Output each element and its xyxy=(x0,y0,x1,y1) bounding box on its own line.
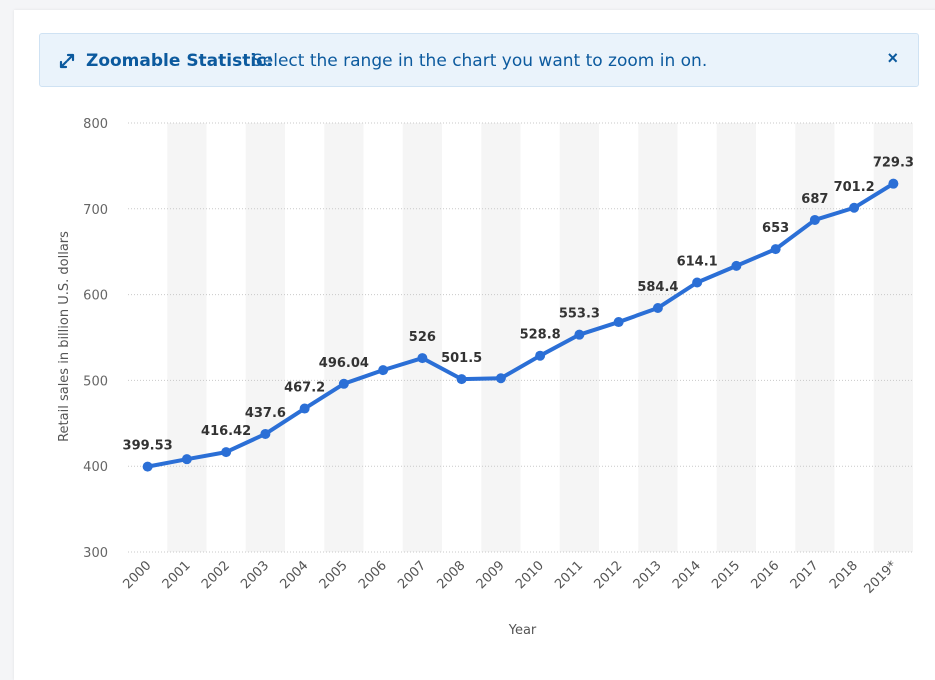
x-tick-label: 2008 xyxy=(434,558,468,592)
y-axis-title: Retail sales in billion U.S. dollars xyxy=(57,231,72,442)
column-band xyxy=(716,123,756,552)
x-tick-label: 2000 xyxy=(120,558,154,592)
x-tick-label: 2017 xyxy=(788,558,822,592)
y-tick-label: 300 xyxy=(83,546,108,561)
data-label: 399.53 xyxy=(123,439,173,454)
column-band xyxy=(402,123,442,552)
x-axis-title: Year xyxy=(508,623,537,638)
column-band xyxy=(324,123,364,552)
data-label: 687 xyxy=(801,192,828,207)
column-band xyxy=(873,123,913,552)
data-label: 729.3 xyxy=(873,156,914,171)
x-tick-label: 2013 xyxy=(631,558,665,592)
data-point xyxy=(299,403,310,414)
data-point xyxy=(181,454,192,465)
data-point xyxy=(535,350,546,361)
y-tick-label: 700 xyxy=(83,203,108,218)
series-line xyxy=(145,181,896,469)
y-tick-label: 400 xyxy=(83,460,108,475)
x-tick-label: 2003 xyxy=(238,558,272,592)
x-tick-label: 2019* xyxy=(862,558,901,597)
x-tick-label: 2016 xyxy=(748,558,782,592)
data-point xyxy=(692,277,703,288)
banner-text: Select the range in the chart you want t… xyxy=(252,51,708,71)
y-tick-label: 600 xyxy=(83,289,108,304)
data-label: 416.42 xyxy=(201,424,251,439)
column-band xyxy=(167,123,207,552)
data-point xyxy=(495,373,506,384)
data-label: 528.8 xyxy=(520,328,561,343)
data-label: 653 xyxy=(762,221,789,236)
data-point xyxy=(574,329,585,340)
data-point xyxy=(142,461,153,472)
data-label: 701.2 xyxy=(834,180,875,195)
expand-arrows-icon xyxy=(59,53,75,69)
data-label: 584.4 xyxy=(637,280,678,295)
x-tick-label: 2001 xyxy=(160,558,194,592)
zoom-banner: Zoomable Statistic: Select the range in … xyxy=(39,33,919,87)
x-tick-label: 2002 xyxy=(199,558,233,592)
data-label: 526 xyxy=(409,330,436,345)
x-tick-label: 2006 xyxy=(356,558,390,592)
column-band xyxy=(795,123,835,552)
data-point xyxy=(417,353,428,364)
x-tick-label: 2010 xyxy=(513,558,547,592)
data-label: 501.5 xyxy=(441,351,482,366)
data-point xyxy=(221,447,232,458)
data-point xyxy=(809,214,820,225)
y-tick-label: 500 xyxy=(83,374,108,389)
x-tick-label: 2015 xyxy=(709,558,743,592)
data-point xyxy=(338,378,349,389)
data-point xyxy=(770,244,781,255)
data-label: 553.3 xyxy=(559,307,600,322)
data-label: 496.04 xyxy=(319,356,369,371)
y-tick-label: 800 xyxy=(83,117,108,132)
column-band xyxy=(245,123,285,552)
data-point xyxy=(260,428,271,439)
x-tick-label: 2011 xyxy=(552,558,586,592)
data-label: 614.1 xyxy=(677,255,718,270)
data-point xyxy=(849,202,860,213)
close-banner-button[interactable]: × xyxy=(887,48,898,68)
x-tick-label: 2004 xyxy=(277,558,311,592)
data-point xyxy=(613,317,624,328)
data-point xyxy=(888,178,899,189)
x-tick-label: 2014 xyxy=(670,558,704,592)
column-band xyxy=(481,123,521,552)
data-label: 437.6 xyxy=(245,406,286,421)
x-tick-label: 2005 xyxy=(317,558,351,592)
x-tick-label: 2009 xyxy=(474,558,508,592)
data-point xyxy=(731,260,742,271)
data-point xyxy=(378,365,389,376)
x-tick-label: 2012 xyxy=(591,558,625,592)
banner-title: Zoomable Statistic: xyxy=(86,51,274,71)
data-label: 467.2 xyxy=(284,381,325,396)
x-tick-label: 2007 xyxy=(395,558,429,592)
data-point xyxy=(456,374,467,385)
x-tick-label: 2018 xyxy=(827,558,861,592)
column-band xyxy=(638,123,678,552)
data-point xyxy=(652,302,663,313)
